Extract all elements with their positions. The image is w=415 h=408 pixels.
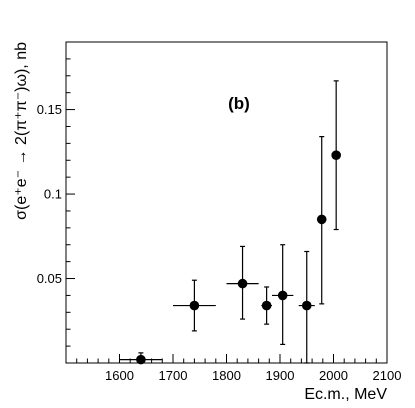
x-axis-label: Ec.m., MeV	[304, 386, 387, 403]
y-axis-label: σ(e⁺e⁻ → 2(π⁺π⁻)ω), nb	[13, 42, 30, 220]
data-point	[316, 136, 327, 305]
point-marker	[301, 300, 312, 311]
x-tick-label: 1700	[159, 368, 188, 383]
point-marker	[237, 278, 248, 289]
x-axis-ticks: 1600 1700 1800 1900 2000 2100	[65, 354, 402, 383]
plot-frame	[65, 41, 388, 364]
data-point	[261, 286, 272, 325]
panel-annotation: (b)	[228, 94, 250, 113]
point-marker	[277, 290, 288, 301]
point-marker	[136, 354, 146, 365]
point-marker	[316, 214, 327, 225]
data-point	[173, 279, 216, 332]
data-point	[119, 352, 163, 365]
y-tick-label: 0.15	[37, 102, 62, 117]
y-tick-label: 0.05	[37, 271, 62, 286]
data-point	[298, 250, 315, 364]
data-points	[119, 80, 341, 365]
x-tick-label: 2000	[319, 368, 348, 383]
x-tick-label: 1800	[212, 368, 241, 383]
data-point	[331, 80, 341, 231]
point-marker	[189, 300, 200, 311]
point-marker	[331, 150, 341, 160]
x-tick-label: 2100	[373, 368, 402, 383]
x-tick-label: 1900	[266, 368, 295, 383]
point-marker	[261, 300, 272, 311]
x-tick-label: 1600	[105, 368, 134, 383]
y-tick-label: 0.1	[44, 187, 62, 202]
data-point	[226, 245, 259, 320]
plot-border	[65, 41, 388, 364]
y-axis-ticks: 0.05 0.1 0.15	[37, 58, 75, 347]
data-point	[271, 244, 294, 346]
